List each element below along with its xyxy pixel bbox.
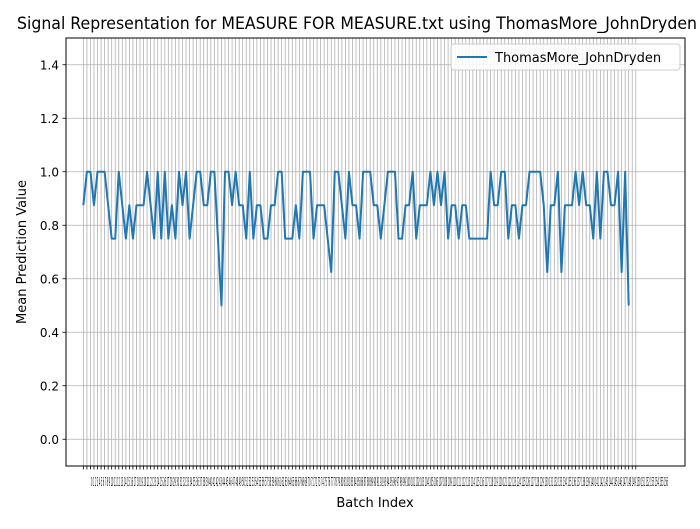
legend: ThomasMore_JohnDryden bbox=[450, 43, 681, 71]
y-tick-label: 1.0 bbox=[40, 165, 59, 179]
horizontal-grid bbox=[66, 64, 685, 440]
x-axis-label: Batch Index bbox=[336, 496, 414, 511]
vertical-grid bbox=[82, 38, 637, 466]
y-axis-ticks: 0.0 0.2 0.4 0.6 0.8 1.0 1.2 1.4 bbox=[40, 58, 66, 447]
y-tick-label: 0.4 bbox=[40, 326, 59, 340]
y-tick-label: 1.4 bbox=[40, 58, 59, 72]
plot-frame bbox=[65, 37, 686, 467]
legend-box bbox=[450, 43, 681, 71]
x-tick-labels: 0 1 2 3 4 5 6 7 8 9 10 11 12 13 14 15 16… bbox=[91, 475, 668, 489]
y-tick-label: 0.2 bbox=[40, 379, 59, 393]
x-axis-ticks bbox=[82, 466, 637, 470]
series-layer bbox=[82, 170, 630, 307]
y-tick-label: 0.0 bbox=[40, 433, 59, 447]
plot-area bbox=[66, 38, 685, 466]
y-tick-label: 0.8 bbox=[40, 219, 59, 233]
y-tick-label: 1.2 bbox=[40, 112, 59, 126]
chart-title: Signal Representation for MEASURE FOR ME… bbox=[17, 14, 697, 34]
series-line bbox=[82, 170, 630, 307]
y-axis-label: Mean Prediction Value bbox=[15, 180, 30, 324]
y-tick-label: 0.6 bbox=[40, 272, 59, 286]
legend-label: ThomasMore_JohnDryden bbox=[494, 51, 661, 66]
